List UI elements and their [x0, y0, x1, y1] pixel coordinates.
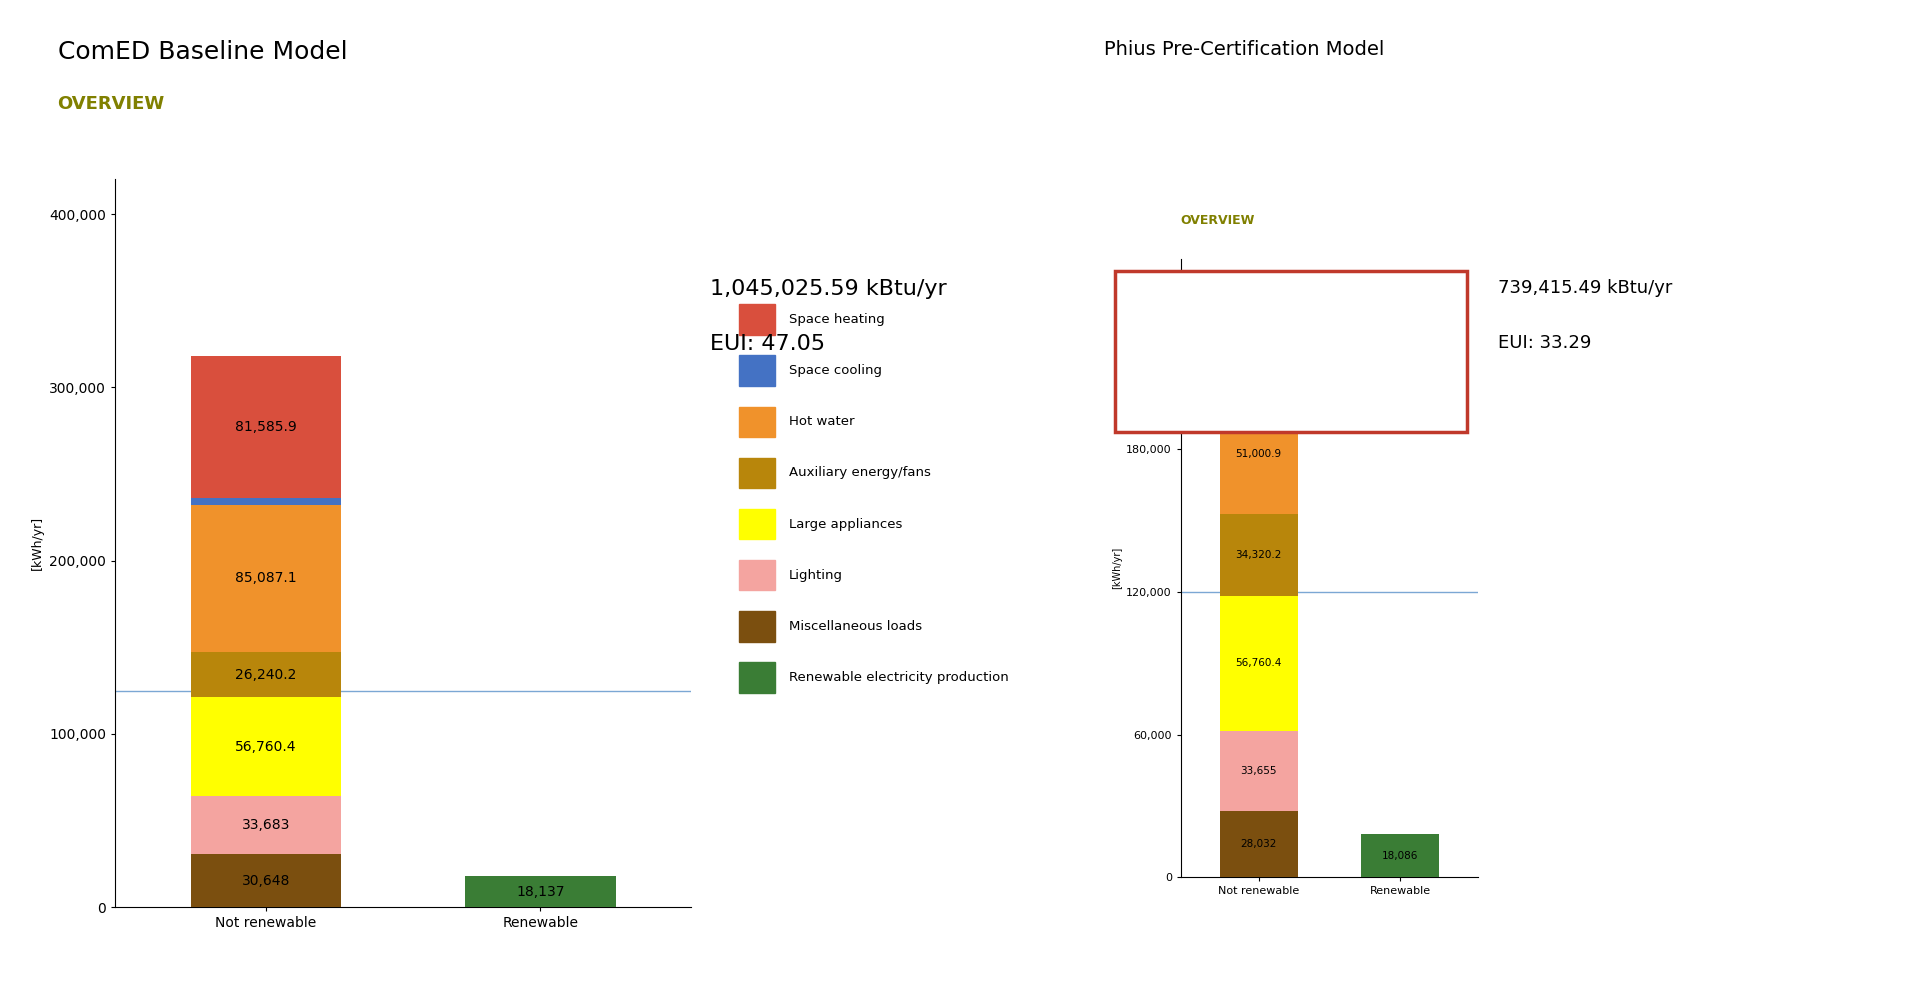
- Bar: [1219, 319, 1298, 367]
- Text: EUI: 47.05: EUI: 47.05: [710, 334, 826, 354]
- FancyBboxPatch shape: [1116, 271, 1467, 432]
- Text: Space cooling: Space cooling: [789, 364, 881, 377]
- Bar: [190, 854, 342, 907]
- Bar: [1219, 811, 1298, 877]
- Text: EUI: 33.29: EUI: 33.29: [1498, 334, 1592, 352]
- Text: 29.2 % Reduction: 29.2 % Reduction: [1175, 308, 1407, 332]
- Bar: [1219, 367, 1298, 393]
- Text: Renewable electricity production: Renewable electricity production: [789, 671, 1008, 684]
- Text: Hot water: Hot water: [789, 416, 854, 429]
- Bar: [1361, 834, 1440, 877]
- Text: 18,086: 18,086: [1382, 850, 1419, 860]
- Text: Miscellaneous loads: Miscellaneous loads: [789, 620, 922, 633]
- Text: 56,760.4: 56,760.4: [1236, 658, 1283, 668]
- Text: OVERVIEW: OVERVIEW: [1181, 214, 1256, 227]
- Bar: [1219, 514, 1298, 596]
- Bar: [739, 611, 776, 642]
- Bar: [190, 356, 342, 498]
- Bar: [739, 304, 776, 335]
- Bar: [190, 504, 342, 652]
- Bar: [739, 662, 776, 693]
- Text: 85,087.1: 85,087.1: [236, 571, 298, 585]
- Text: 18,137: 18,137: [516, 884, 564, 898]
- Bar: [190, 652, 342, 698]
- Text: 33,683: 33,683: [242, 818, 290, 831]
- Y-axis label: [kWh/yr]: [kWh/yr]: [31, 516, 44, 570]
- Bar: [739, 458, 776, 489]
- Text: in Total Site Energy Use: in Total Site Energy Use: [1175, 380, 1407, 400]
- Text: 34,320.2: 34,320.2: [1236, 550, 1283, 560]
- Bar: [1219, 596, 1298, 731]
- Text: 20,119.3: 20,119.3: [1236, 338, 1283, 348]
- Bar: [739, 407, 776, 438]
- Text: 28,032: 28,032: [1240, 839, 1277, 849]
- Bar: [1219, 393, 1298, 514]
- Text: 56,760.4: 56,760.4: [236, 740, 298, 754]
- Text: 26,240.2: 26,240.2: [236, 668, 298, 682]
- Text: Phius Pre-Certification Model: Phius Pre-Certification Model: [1104, 40, 1384, 59]
- Text: 33,655: 33,655: [1240, 766, 1277, 776]
- Text: 10,920.8: 10,920.8: [1236, 375, 1283, 385]
- Text: 51,000.9: 51,000.9: [1236, 449, 1283, 459]
- Text: OVERVIEW: OVERVIEW: [58, 95, 165, 113]
- Text: 1,045,025.59 kBtu/yr: 1,045,025.59 kBtu/yr: [710, 279, 947, 299]
- Text: Space heating: Space heating: [789, 313, 885, 326]
- Y-axis label: [kWh/yr]: [kWh/yr]: [1112, 547, 1121, 589]
- Text: Lighting: Lighting: [789, 568, 843, 581]
- Text: 30,648: 30,648: [242, 873, 290, 887]
- Bar: [190, 796, 342, 854]
- Bar: [190, 698, 342, 796]
- Bar: [1219, 731, 1298, 811]
- Text: 739,415.49 kBtu/yr: 739,415.49 kBtu/yr: [1498, 279, 1672, 297]
- Text: Large appliances: Large appliances: [789, 517, 902, 530]
- Bar: [739, 508, 776, 539]
- Text: 81,585.9: 81,585.9: [234, 420, 298, 434]
- Text: Auxiliary energy/fans: Auxiliary energy/fans: [789, 467, 931, 480]
- Text: ComED Baseline Model: ComED Baseline Model: [58, 40, 348, 64]
- Bar: [739, 560, 776, 590]
- Bar: [190, 498, 342, 504]
- Bar: [739, 356, 776, 386]
- Bar: [465, 875, 616, 907]
